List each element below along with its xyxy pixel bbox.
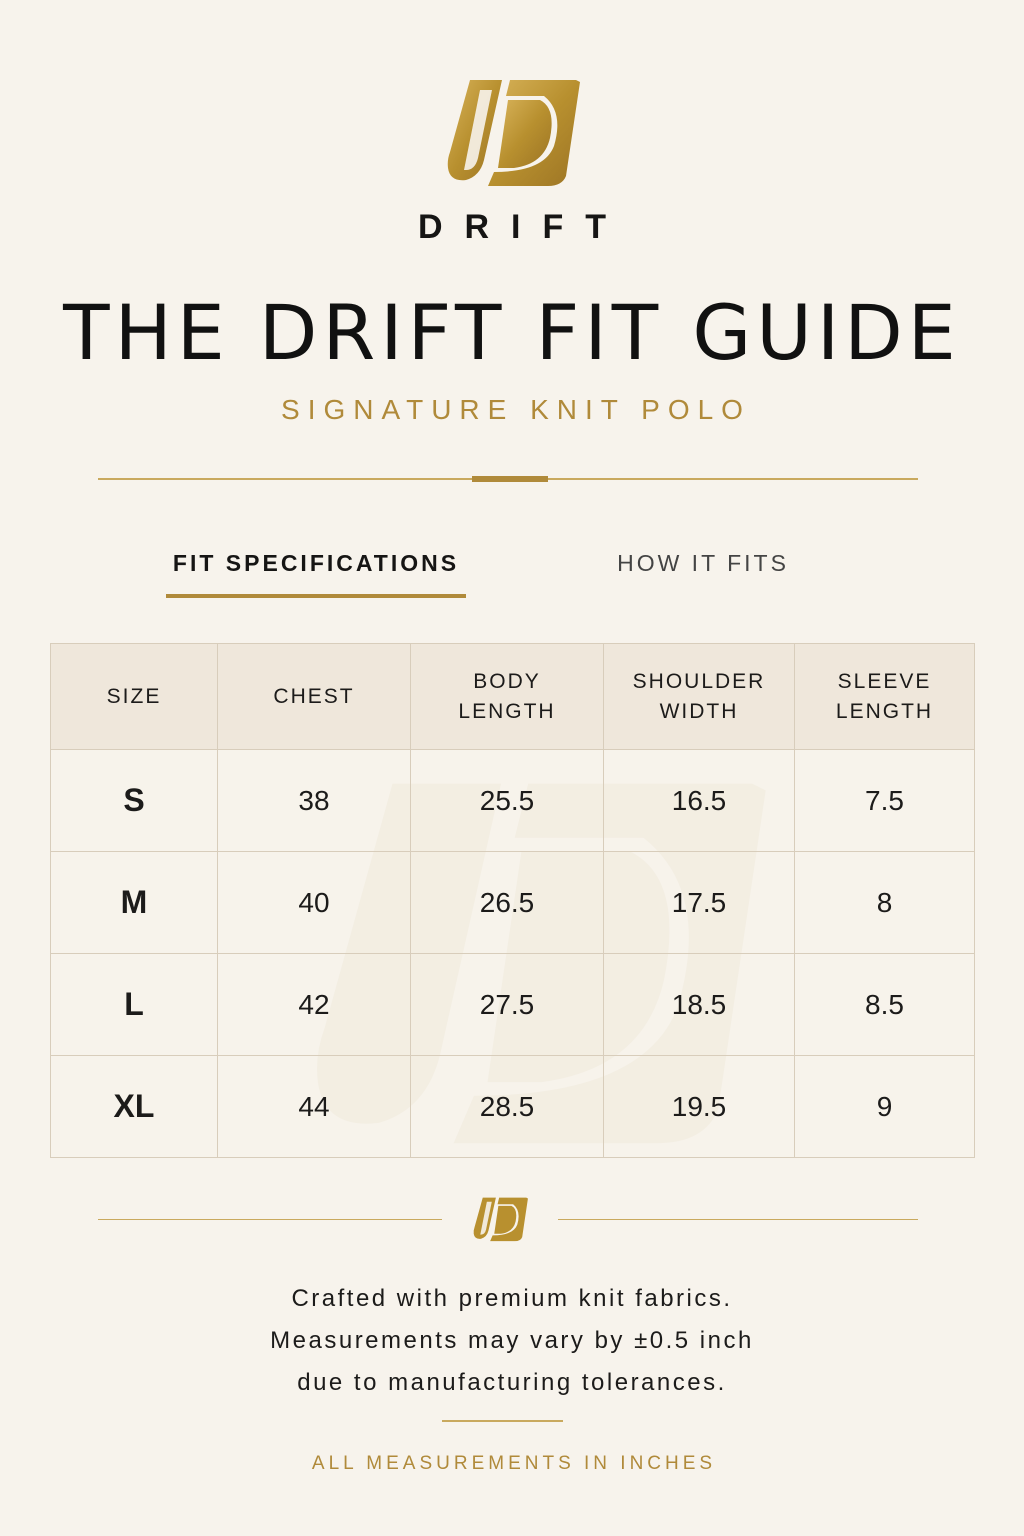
- sleeve-length-cell: 8: [794, 851, 975, 954]
- sleeve-length-cell: 8.5: [794, 953, 975, 1056]
- size-cell: S: [50, 749, 218, 852]
- footer-note-line: due to manufacturing tolerances.: [297, 1369, 727, 1396]
- table-row: S 38 25.5 16.5 7.5: [50, 749, 975, 852]
- page-subtitle: SIGNATURE KNIT POLO: [281, 394, 751, 425]
- shoulder-width-cell: 17.5: [603, 851, 795, 954]
- column-header-shoulder-width: SHOULDER WIDTH: [603, 643, 795, 750]
- table-header-row: SIZE CHEST BODY LENGTH SHOULDER WIDTH SLEE…: [50, 643, 975, 750]
- body-length-cell: 28.5: [410, 1055, 604, 1158]
- table-row: M 40 26.5 17.5 8: [50, 851, 975, 954]
- drift-small-logo-icon: [473, 1197, 528, 1242]
- column-header-size: SIZE: [50, 643, 218, 750]
- column-header-body-length: BODY LENGTH: [410, 643, 604, 750]
- footer-note: Crafted with premium knit fabrics. Measu…: [0, 1278, 1024, 1404]
- sleeve-length-cell: 9: [794, 1055, 975, 1158]
- footer-divider: [442, 1420, 563, 1422]
- size-cell: XL: [50, 1055, 218, 1158]
- tab-fit-specifications[interactable]: FIT SPECIFICATIONS: [166, 550, 466, 598]
- body-length-cell: 27.5: [410, 953, 604, 1056]
- column-header-chest: CHEST: [217, 643, 411, 750]
- page-title: THE DRIFT FIT GUIDE: [63, 288, 961, 377]
- chest-cell: 42: [217, 953, 411, 1056]
- table-row: L 42 27.5 18.5 8.5: [50, 953, 975, 1056]
- tab-how-it-fits[interactable]: HOW IT FITS: [617, 550, 789, 576]
- chest-cell: 44: [217, 1055, 411, 1158]
- drift-d-logo-icon: [447, 80, 580, 186]
- size-cell: M: [50, 851, 218, 954]
- table-row: XL 44 28.5 19.5 9: [50, 1055, 975, 1158]
- body-length-cell: 25.5: [410, 749, 604, 852]
- units-note: ALL MEASUREMENTS IN INCHES: [311, 1453, 717, 1474]
- footer-note-line: Measurements may vary by ±0.5 inch: [270, 1327, 754, 1354]
- shoulder-width-cell: 18.5: [603, 953, 795, 1056]
- shoulder-width-cell: 19.5: [603, 1055, 795, 1158]
- chest-cell: 40: [217, 851, 411, 954]
- footer-divider-left: [98, 1219, 442, 1220]
- size-cell: L: [50, 953, 218, 1056]
- shoulder-width-cell: 16.5: [603, 749, 795, 852]
- column-header-sleeve-length: SLEEVE LENGTH: [794, 643, 975, 750]
- size-table: SIZE CHEST BODY LENGTH SHOULDER WIDTH SLEE…: [50, 643, 975, 1159]
- footer-divider-right: [558, 1219, 918, 1220]
- footer-note-line: Crafted with premium knit fabrics.: [291, 1285, 733, 1312]
- chest-cell: 38: [217, 749, 411, 852]
- sleeve-length-cell: 7.5: [794, 749, 975, 852]
- body-length-cell: 26.5: [410, 851, 604, 954]
- brand-name: DRIFT: [417, 208, 629, 246]
- header-divider-accent: [472, 476, 548, 482]
